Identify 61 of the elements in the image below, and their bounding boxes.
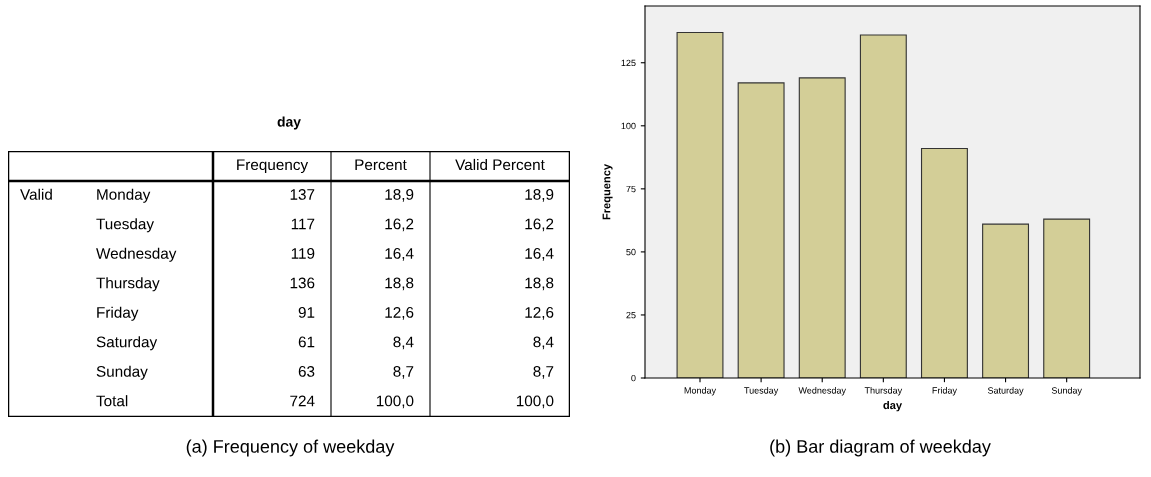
bar [676,31,724,378]
text: 12,6 [525,307,554,320]
text: (b) Bar diagram of weekday [770,439,991,457]
text: 8,7 [393,366,414,379]
x-tick-label: Thursday [864,387,903,396]
category-label: Percent [355,159,407,171]
x-tick-label: Friday [932,387,957,396]
y-tick-label: 50 [626,248,636,256]
text: 136 [290,277,315,289]
y-tick-label: 75 [626,185,636,193]
text: 18,9 [385,189,414,202]
x-tick-label: Wednesday [798,387,846,396]
category-label: Valid [20,188,52,200]
x-tick-label: Tuesday [744,387,779,396]
category-label: Sunday [96,365,148,380]
text: 16,2 [525,218,554,232]
text: 100,0 [376,395,414,409]
text: 18,8 [525,277,554,291]
text: 18,9 [525,189,554,202]
category-label: Saturday [96,336,158,351]
bar [859,34,907,378]
text: 137 [290,189,315,200]
y-tick-label: 100 [621,122,636,130]
text: 8,4 [533,336,554,350]
text: 16,2 [385,218,414,232]
category-label: Tuesday [96,218,154,233]
x-tick-label: Saturday [987,387,1024,396]
text: 100,0 [516,395,554,409]
bar [1043,218,1091,378]
bar [798,77,846,378]
text: (a) Frequency of weekday [186,439,395,457]
category-label: Wednesday [96,247,177,262]
text: 724 [290,395,315,407]
x-tick-label: Sunday [1051,387,1082,396]
y-tick-label: 125 [621,59,636,67]
bar [982,223,1030,378]
text: day [277,116,301,130]
y-tick-label: 0 [631,374,636,382]
text: 117 [291,218,315,230]
category-label: Total [96,395,128,407]
x-tick-label: Monday [684,387,717,396]
y-tick-label: 25 [626,311,636,319]
category-label: Friday [97,306,139,321]
text: 63 [298,366,315,377]
category-label: Frequency [237,159,309,174]
bar [920,147,968,378]
text: 8,7 [533,366,554,379]
y-axis-title: Frequency [602,163,613,220]
text: 8,4 [393,336,414,350]
text: 18,8 [385,277,414,291]
text: 91 [298,307,315,318]
x-axis-title: day [883,401,903,412]
bar [737,82,785,378]
category-label: Thursday [96,277,160,292]
text: 12,6 [385,307,414,320]
category-label: Monday [97,188,151,203]
text: 61 [298,336,315,348]
text: 16,4 [525,248,554,261]
category-label: Valid Percent [455,158,545,171]
text: 16,4 [385,248,414,261]
text: 119 [291,248,315,259]
